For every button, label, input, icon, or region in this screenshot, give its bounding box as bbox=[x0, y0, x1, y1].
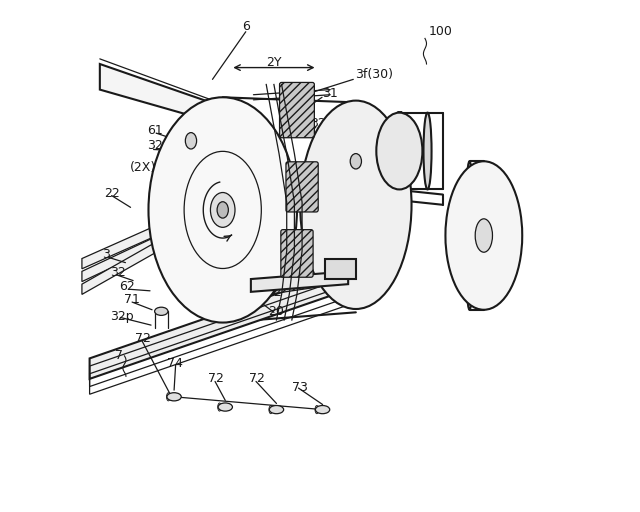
Text: 72: 72 bbox=[209, 372, 224, 386]
Ellipse shape bbox=[424, 113, 431, 189]
Ellipse shape bbox=[269, 406, 284, 414]
Text: 6: 6 bbox=[242, 20, 250, 33]
Ellipse shape bbox=[218, 403, 232, 411]
Text: 73: 73 bbox=[292, 380, 308, 394]
Text: 4: 4 bbox=[342, 117, 351, 131]
Text: 7: 7 bbox=[115, 349, 123, 362]
FancyBboxPatch shape bbox=[280, 82, 314, 138]
Ellipse shape bbox=[350, 154, 362, 169]
Text: 62: 62 bbox=[119, 280, 135, 293]
Polygon shape bbox=[233, 276, 320, 300]
Text: 74: 74 bbox=[168, 357, 183, 370]
Text: 72: 72 bbox=[134, 332, 150, 346]
Ellipse shape bbox=[269, 406, 273, 414]
Ellipse shape bbox=[376, 113, 422, 189]
Ellipse shape bbox=[217, 202, 228, 218]
Text: 20: 20 bbox=[268, 305, 284, 318]
Text: 72: 72 bbox=[250, 372, 265, 386]
Ellipse shape bbox=[475, 219, 493, 252]
Ellipse shape bbox=[445, 161, 522, 310]
Text: 71: 71 bbox=[124, 293, 140, 306]
FancyBboxPatch shape bbox=[281, 229, 313, 278]
Text: 41: 41 bbox=[312, 148, 328, 161]
Text: 45: 45 bbox=[314, 274, 330, 287]
Text: (2X)R: (2X)R bbox=[129, 161, 164, 175]
FancyBboxPatch shape bbox=[286, 162, 318, 212]
Text: 42: 42 bbox=[266, 286, 282, 300]
Text: 5: 5 bbox=[396, 110, 404, 123]
Ellipse shape bbox=[218, 403, 221, 411]
Text: 32p: 32p bbox=[110, 310, 134, 323]
Polygon shape bbox=[100, 64, 225, 125]
Text: 100: 100 bbox=[429, 25, 452, 38]
Text: 61: 61 bbox=[147, 124, 163, 137]
Polygon shape bbox=[82, 187, 243, 269]
Text: 32p: 32p bbox=[147, 139, 171, 153]
Ellipse shape bbox=[186, 133, 196, 149]
Text: 3: 3 bbox=[102, 248, 110, 262]
Text: 250: 250 bbox=[474, 194, 497, 207]
Text: 2Y: 2Y bbox=[266, 56, 281, 69]
Ellipse shape bbox=[315, 406, 319, 414]
Text: 322: 322 bbox=[196, 208, 220, 222]
Ellipse shape bbox=[300, 100, 412, 309]
Text: 31: 31 bbox=[323, 87, 339, 100]
Text: 32: 32 bbox=[110, 266, 126, 279]
Ellipse shape bbox=[166, 393, 170, 401]
Ellipse shape bbox=[465, 161, 474, 310]
Ellipse shape bbox=[211, 193, 235, 227]
Polygon shape bbox=[82, 230, 177, 294]
Text: 3f(30): 3f(30) bbox=[355, 68, 393, 81]
Polygon shape bbox=[82, 212, 207, 282]
Ellipse shape bbox=[155, 307, 168, 315]
Text: 8: 8 bbox=[355, 136, 363, 149]
Ellipse shape bbox=[148, 97, 297, 323]
Text: 321: 321 bbox=[310, 117, 333, 131]
Text: 22: 22 bbox=[104, 187, 120, 200]
Bar bbox=[325, 259, 356, 279]
Polygon shape bbox=[90, 259, 379, 379]
Ellipse shape bbox=[167, 393, 181, 401]
Text: 43: 43 bbox=[246, 281, 262, 294]
Polygon shape bbox=[251, 271, 348, 292]
Ellipse shape bbox=[316, 406, 330, 414]
